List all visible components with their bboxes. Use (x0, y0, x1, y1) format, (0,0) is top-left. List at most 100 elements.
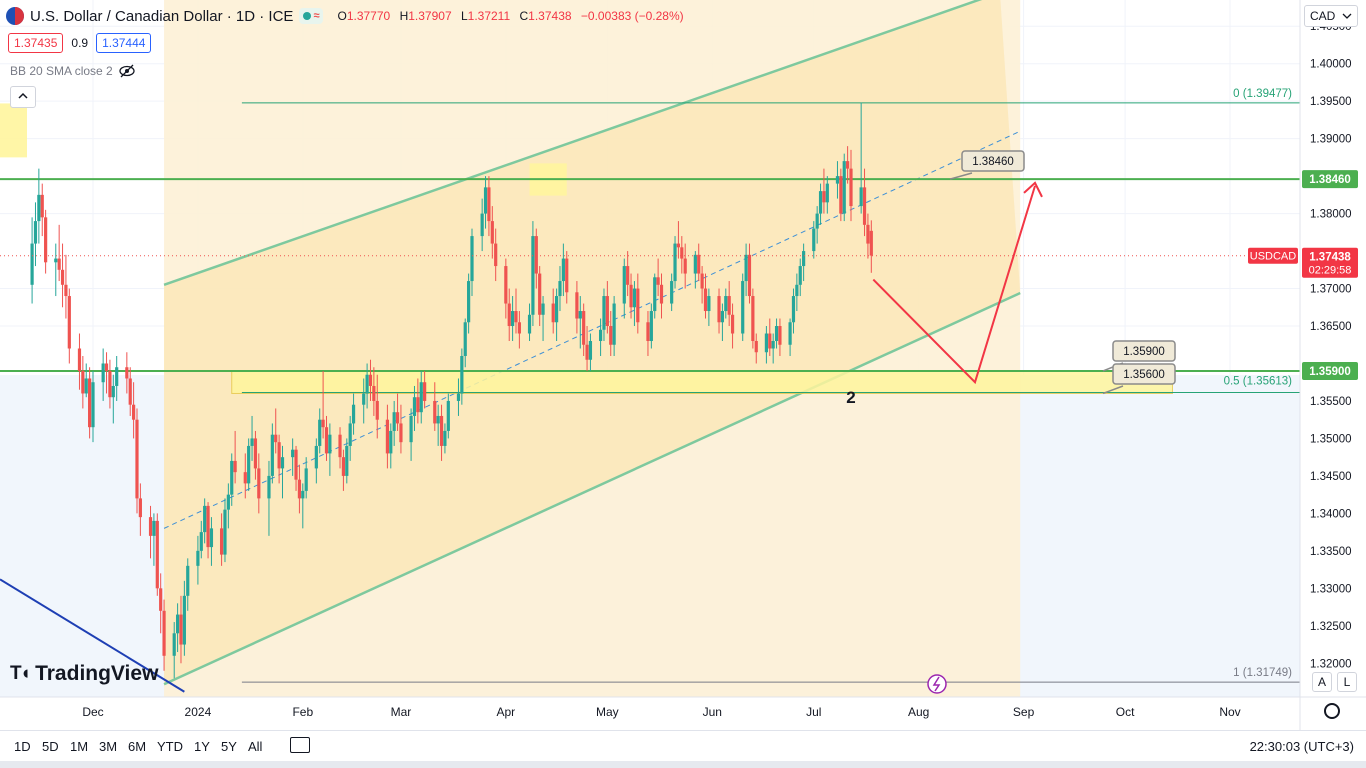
trend-channel (164, 0, 1021, 685)
y-tick-label: 1.32500 (1310, 621, 1352, 633)
x-tick-label: Apr (496, 705, 515, 719)
auto-scale-button[interactable]: A (1312, 672, 1332, 692)
candle-body (815, 213, 819, 229)
candle-body (351, 404, 356, 424)
indicator-label: BB 20 SMA close 2 (10, 64, 113, 78)
candle (67, 288, 71, 364)
close-value: 1.37438 (528, 9, 572, 23)
tf-1d-button[interactable]: 1D (14, 739, 31, 754)
candle (842, 153, 846, 222)
high-key: H (399, 9, 409, 23)
candle-body (470, 236, 474, 282)
gear-icon[interactable] (1324, 703, 1340, 719)
candle (653, 273, 657, 319)
candle-body (774, 326, 779, 342)
x-tick-label: Sep (1013, 705, 1035, 719)
fib-label-1: 1 (1.31749) (1233, 667, 1292, 679)
candle-body (703, 288, 708, 312)
candle-body (439, 415, 444, 446)
candle (456, 378, 461, 416)
price-label-135600[interactable]: 1.35600 (1102, 363, 1176, 395)
market-status-badge[interactable]: ≈ (299, 8, 324, 24)
candle (798, 258, 802, 297)
high-value: 1.37907 (408, 9, 452, 23)
candle (649, 303, 653, 349)
candle-body (558, 281, 562, 297)
tf-5y-button[interactable]: 5Y (221, 739, 237, 754)
candle (338, 427, 342, 469)
candle (558, 266, 562, 312)
price-label-135900[interactable]: 1.35900 (1102, 340, 1176, 372)
tradingview-logo[interactable]: T◖ TradingView (10, 662, 158, 686)
candle-body (818, 191, 823, 214)
eye-hidden-icon[interactable] (119, 64, 135, 78)
tf-3m-button[interactable]: 3M (99, 739, 118, 754)
candle-body (517, 322, 521, 334)
candle-body (372, 385, 376, 401)
candle (839, 168, 843, 222)
candle-body (446, 400, 450, 431)
symbol-title[interactable]: U.S. Dollar / Canadian Dollar · 1D · ICE (30, 7, 294, 25)
candle-body (717, 296, 721, 323)
tf-ytd-button[interactable]: YTD (157, 739, 183, 754)
candle-body (707, 296, 711, 312)
candle-body (423, 382, 427, 401)
price-label-138460[interactable]: 1.38460 (949, 150, 1025, 180)
candle-body (91, 382, 95, 428)
candle (257, 453, 261, 514)
candle-body (37, 194, 41, 222)
tf-1y-button[interactable]: 1Y (194, 739, 210, 754)
candle (433, 382, 437, 431)
candle (186, 558, 190, 611)
y-tick-label: 1.38000 (1310, 209, 1352, 221)
tf-1m-button[interactable]: 1M (70, 739, 89, 754)
candle (795, 273, 799, 312)
downtrend-line (0, 578, 185, 693)
candle-body (693, 254, 697, 274)
price-chart[interactable]: 0 (1.39477) 0.5 (1.35613) 1 (1.31749) 1.384… (0, 0, 1366, 730)
candle (463, 318, 467, 368)
candle-body (362, 393, 366, 405)
candle (670, 273, 674, 312)
candle-body (294, 449, 298, 480)
callout-pointer (1102, 385, 1124, 395)
x-tick-label: 2024 (185, 705, 212, 719)
candle (419, 370, 423, 424)
candle (84, 363, 88, 398)
buy-button[interactable]: 1.37444 (96, 33, 152, 53)
tf-all-button[interactable]: All (248, 739, 263, 754)
candle-body (612, 303, 616, 345)
badge-bg (1248, 247, 1298, 264)
indicator-legend[interactable]: BB 20 SMA close 2 (10, 64, 135, 78)
lightning-event-icon[interactable] (927, 674, 947, 694)
candle (602, 288, 606, 342)
candle (747, 243, 752, 304)
candle (297, 464, 302, 514)
clock[interactable]: 22:30:03 (UTC+3) (1249, 739, 1354, 754)
candle (159, 573, 163, 634)
sell-button[interactable]: 1.37435 (8, 33, 64, 53)
log-scale-button[interactable]: L (1337, 672, 1357, 692)
candle (585, 326, 589, 371)
tf-5d-button[interactable]: 5D (42, 739, 59, 754)
candle-body (673, 243, 677, 282)
candle-body (385, 419, 390, 454)
candle (64, 254, 68, 319)
candle (247, 438, 251, 491)
calendar-range-icon[interactable] (290, 737, 310, 753)
candle (605, 281, 609, 334)
candle (148, 505, 153, 559)
candle-body (551, 303, 555, 323)
candle-body (88, 378, 92, 428)
candle-body (159, 588, 163, 611)
candle (409, 408, 413, 461)
callout-label: 1.35900 (1123, 346, 1165, 358)
candle (291, 438, 295, 476)
currency-select[interactable]: CAD (1304, 5, 1358, 27)
candle-body (463, 322, 467, 356)
tf-6m-button[interactable]: 6M (128, 739, 147, 754)
candle-body (585, 344, 589, 360)
candle-body (554, 296, 559, 323)
collapse-legend-button[interactable] (10, 86, 36, 108)
candle (108, 359, 112, 409)
